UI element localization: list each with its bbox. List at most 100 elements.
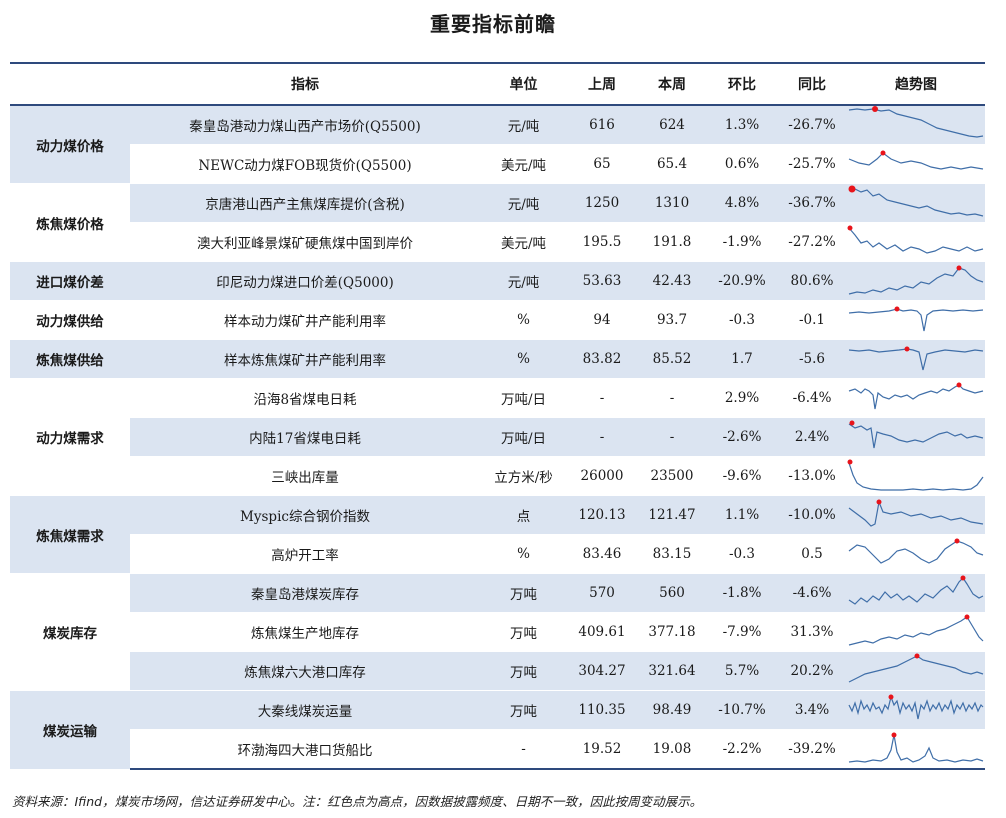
yoy-cell: -4.6% [777, 573, 847, 613]
yoy-cell: 2.4% [777, 417, 847, 457]
indicator-name: NEWC动力煤FOB现货价(Q5500) [130, 144, 480, 184]
this-week-cell: 560 [637, 573, 707, 613]
trend-sparkline [847, 612, 985, 652]
trend-sparkline [847, 495, 985, 535]
trend-sparkline [847, 144, 985, 184]
unit-cell: 万吨 [480, 690, 567, 730]
yoy-cell: -27.2% [777, 222, 847, 262]
last-week-cell: 195.5 [567, 222, 637, 262]
this-week-cell: - [637, 417, 707, 457]
unit-cell: 元/吨 [480, 104, 567, 145]
indicator-name: 澳大利亚峰景煤矿硬焦煤中国到岸价 [130, 222, 480, 262]
table-row: 动力煤价格 秦皇岛港动力煤山西产市场价(Q5500) 元/吨 616 624 1… [10, 104, 985, 184]
header-unit: 单位 [480, 62, 567, 106]
trend-sparkline [847, 534, 985, 574]
table-row: 炼焦煤六大港口库存 万吨 304.27 321.64 5.7% 20.2% [10, 651, 985, 691]
indicator-name: 京唐港山西产主焦煤库提价(含税) [130, 183, 480, 223]
this-week-cell: 1310 [637, 183, 707, 223]
last-week-cell: 83.46 [567, 534, 637, 574]
mom-cell: -0.3 [707, 534, 777, 574]
unit-cell: - [480, 729, 567, 770]
this-week-cell: 23500 [637, 456, 707, 496]
table-row: 高炉开工率 % 83.46 83.15 -0.3 0.5 [10, 534, 985, 574]
trend-sparkline [847, 104, 985, 145]
trend-sparkline [847, 222, 985, 262]
unit-cell: % [480, 534, 567, 574]
mom-cell: -2.6% [707, 417, 777, 457]
mom-cell: -9.6% [707, 456, 777, 496]
yoy-cell: -13.0% [777, 456, 847, 496]
indicator-name: 炼焦煤生产地库存 [130, 612, 480, 652]
yoy-cell: 0.5 [777, 534, 847, 574]
category-cell: 动力煤供给 [10, 300, 130, 340]
trend-sparkline [847, 729, 985, 770]
this-week-cell: 19.08 [637, 729, 707, 770]
table-row: 炼焦煤价格 京唐港山西产主焦煤库提价(含税) 元/吨 1250 1310 4.8… [10, 183, 985, 262]
last-week-cell: 53.63 [567, 261, 637, 301]
yoy-cell: -0.1 [777, 300, 847, 340]
category-cell: 煤炭库存 [10, 573, 130, 691]
last-week-cell: 110.35 [567, 690, 637, 730]
this-week-cell: 377.18 [637, 612, 707, 652]
table-row: 进口煤价差 印尼动力煤进口价差(Q5000) 元/吨 53.63 42.43 -… [10, 261, 985, 301]
mom-cell: 1.1% [707, 495, 777, 535]
table-row: 动力煤供给 样本动力煤矿井产能利用率 % 94 93.7 -0.3 -0.1 [10, 300, 985, 340]
mom-cell: 1.3% [707, 104, 777, 145]
indicator-name: 内陆17省煤电日耗 [130, 417, 480, 457]
last-week-cell: 616 [567, 104, 637, 145]
last-week-cell: 409.61 [567, 612, 637, 652]
table-row: 煤炭库存 秦皇岛港煤炭库存 万吨 570 560 -1.8% -4.6% [10, 573, 985, 691]
this-week-cell: 624 [637, 104, 707, 145]
header-indicator: 指标 [130, 62, 480, 106]
mom-cell: -0.3 [707, 300, 777, 340]
unit-cell: 万吨 [480, 651, 567, 691]
mom-cell: -10.7% [707, 690, 777, 730]
yoy-cell: -25.7% [777, 144, 847, 184]
table-row: 炼焦煤需求 Myspic综合钢价指数 点 120.13 121.47 1.1% … [10, 495, 985, 574]
unit-cell: 立方米/秒 [480, 456, 567, 496]
unit-cell: 万吨/日 [480, 417, 567, 457]
indicator-name: 炼焦煤六大港口库存 [130, 651, 480, 691]
mom-cell: -20.9% [707, 261, 777, 301]
mom-cell: -2.2% [707, 729, 777, 770]
yoy-cell: -6.4% [777, 378, 847, 418]
indicator-table: 指标 单位 上周 本周 环比 同比 趋势图 动力煤价格 秦皇岛港动力煤山西产市场… [10, 62, 985, 770]
indicator-name: 秦皇岛港动力煤山西产市场价(Q5500) [130, 104, 480, 145]
unit-cell: 美元/吨 [480, 222, 567, 262]
category-cell: 炼焦煤需求 [10, 495, 130, 574]
indicator-name: Myspic综合钢价指数 [130, 495, 480, 535]
trend-sparkline [847, 378, 985, 418]
last-week-cell: 304.27 [567, 651, 637, 691]
category-cell: 煤炭运输 [10, 690, 130, 769]
this-week-cell: 42.43 [637, 261, 707, 301]
table-row: 动力煤需求 沿海8省煤电日耗 万吨/日 - - 2.9% -6.4% [10, 378, 985, 496]
yoy-cell: -39.2% [777, 729, 847, 770]
mom-cell: -1.8% [707, 573, 777, 613]
this-week-cell: 93.7 [637, 300, 707, 340]
last-week-cell: 570 [567, 573, 637, 613]
mom-cell: 1.7 [707, 339, 777, 379]
yoy-cell: 31.3% [777, 612, 847, 652]
yoy-cell: 80.6% [777, 261, 847, 301]
page-title: 重要指标前瞻 [430, 12, 556, 36]
unit-cell: 点 [480, 495, 567, 535]
this-week-cell: 98.49 [637, 690, 707, 730]
trend-sparkline [847, 261, 985, 301]
yoy-cell: 20.2% [777, 651, 847, 691]
table-row: 三峡出库量 立方米/秒 26000 23500 -9.6% -13.0% [10, 456, 985, 496]
trend-sparkline [847, 417, 985, 457]
last-week-cell: - [567, 417, 637, 457]
header-last-week: 上周 [567, 62, 637, 106]
this-week-cell: - [637, 378, 707, 418]
mom-cell: 4.8% [707, 183, 777, 223]
indicator-name: 大秦线煤炭运量 [130, 690, 480, 730]
mom-cell: 5.7% [707, 651, 777, 691]
yoy-cell: 3.4% [777, 690, 847, 730]
last-week-cell: 19.52 [567, 729, 637, 770]
table-row: 炼焦煤生产地库存 万吨 409.61 377.18 -7.9% 31.3% [10, 612, 985, 652]
indicator-name: 沿海8省煤电日耗 [130, 378, 480, 418]
indicator-name: 环渤海四大港口货船比 [130, 729, 480, 770]
header-trend: 趋势图 [847, 62, 985, 106]
trend-sparkline [847, 456, 985, 496]
indicator-name: 印尼动力煤进口价差(Q5000) [130, 261, 480, 301]
